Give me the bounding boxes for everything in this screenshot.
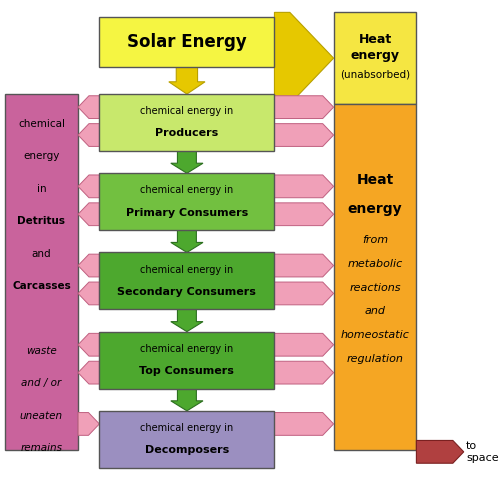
Text: chemical energy in: chemical energy in [140, 185, 234, 196]
Text: chemical: chemical [18, 119, 65, 129]
Polygon shape [274, 254, 334, 277]
Polygon shape [78, 175, 100, 198]
Polygon shape [78, 124, 100, 147]
Polygon shape [274, 282, 334, 305]
Polygon shape [171, 309, 203, 332]
Text: and: and [32, 248, 51, 258]
Text: Top Consumers: Top Consumers [140, 366, 234, 376]
Polygon shape [274, 412, 334, 435]
Text: from: from [362, 235, 388, 245]
FancyBboxPatch shape [100, 252, 274, 309]
Polygon shape [78, 282, 100, 305]
Polygon shape [274, 96, 334, 118]
Text: Decomposers: Decomposers [145, 445, 229, 455]
Polygon shape [78, 254, 100, 277]
Text: reactions: reactions [350, 283, 401, 293]
FancyBboxPatch shape [100, 94, 274, 151]
FancyBboxPatch shape [100, 173, 274, 230]
Polygon shape [274, 333, 334, 356]
Text: Heat: Heat [358, 33, 392, 46]
Text: energy: energy [348, 202, 403, 216]
Polygon shape [78, 412, 100, 435]
Polygon shape [274, 124, 334, 147]
Text: chemical energy in: chemical energy in [140, 423, 234, 433]
Text: in: in [36, 184, 46, 194]
Text: (unabsorbed): (unabsorbed) [340, 69, 410, 79]
Text: and / or: and / or [22, 378, 62, 388]
FancyBboxPatch shape [334, 104, 416, 450]
Text: remains: remains [20, 443, 62, 453]
Text: Producers: Producers [156, 128, 218, 139]
Polygon shape [78, 203, 100, 226]
Text: Detritus: Detritus [18, 216, 66, 226]
Polygon shape [274, 203, 334, 226]
Polygon shape [274, 361, 334, 384]
FancyBboxPatch shape [4, 94, 78, 450]
Text: Heat: Heat [356, 173, 394, 187]
Polygon shape [78, 333, 100, 356]
Text: Primary Consumers: Primary Consumers [126, 207, 248, 218]
Text: chemical energy in: chemical energy in [140, 264, 234, 275]
Text: metabolic: metabolic [348, 259, 403, 269]
Text: chemical energy in: chemical energy in [140, 106, 234, 116]
Text: energy: energy [23, 151, 60, 161]
Text: chemical energy in: chemical energy in [140, 344, 234, 354]
Text: homeostatic: homeostatic [340, 330, 409, 340]
Text: Secondary Consumers: Secondary Consumers [118, 287, 256, 297]
Polygon shape [274, 175, 334, 198]
FancyBboxPatch shape [100, 411, 274, 468]
FancyBboxPatch shape [334, 12, 416, 104]
Polygon shape [274, 12, 334, 104]
Text: Solar Energy: Solar Energy [127, 33, 247, 51]
Polygon shape [171, 151, 203, 173]
FancyBboxPatch shape [100, 332, 274, 389]
Text: waste: waste [26, 346, 57, 356]
Text: energy: energy [350, 49, 400, 62]
Polygon shape [416, 441, 464, 463]
Text: uneaten: uneaten [20, 410, 63, 421]
Polygon shape [171, 230, 203, 252]
Text: and: and [364, 306, 386, 316]
Text: to
space: to space [466, 441, 498, 463]
Text: Carcasses: Carcasses [12, 281, 71, 291]
FancyBboxPatch shape [100, 17, 274, 67]
Text: regulation: regulation [346, 354, 404, 364]
Polygon shape [78, 361, 100, 384]
Polygon shape [78, 96, 100, 118]
Polygon shape [169, 67, 205, 94]
Polygon shape [171, 389, 203, 411]
